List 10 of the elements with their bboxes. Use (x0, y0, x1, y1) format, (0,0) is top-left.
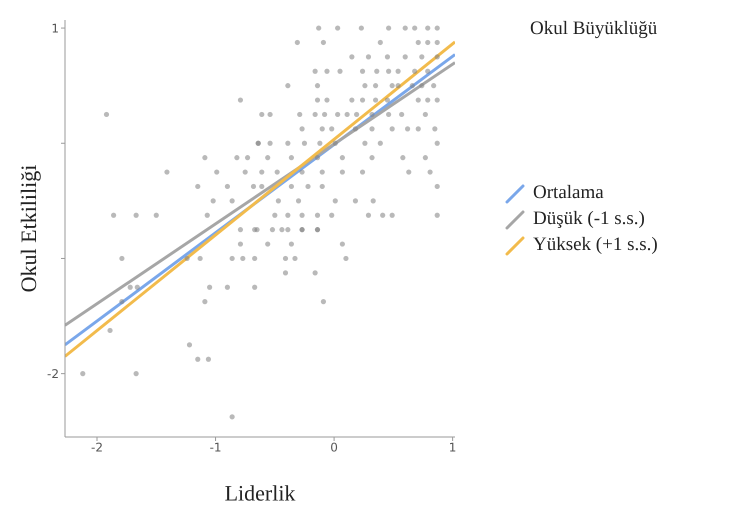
x-tick-label: -2 (91, 440, 103, 455)
x-tick-label: 0 (330, 440, 338, 455)
x-tick-label: -1 (210, 440, 222, 455)
legend-title: Okul Büyüklüğü (530, 18, 658, 40)
x-tick-label: 1 (448, 440, 456, 455)
legend-label: Ortalama (533, 182, 604, 204)
legend-label: Düşük (-1 s.s.) (533, 208, 645, 230)
x-axis-title: Liderlik (224, 480, 296, 506)
y-axis-title: Okul Etkililiği (16, 164, 41, 292)
legend-label: Yüksek (+1 s.s.) (533, 234, 658, 256)
